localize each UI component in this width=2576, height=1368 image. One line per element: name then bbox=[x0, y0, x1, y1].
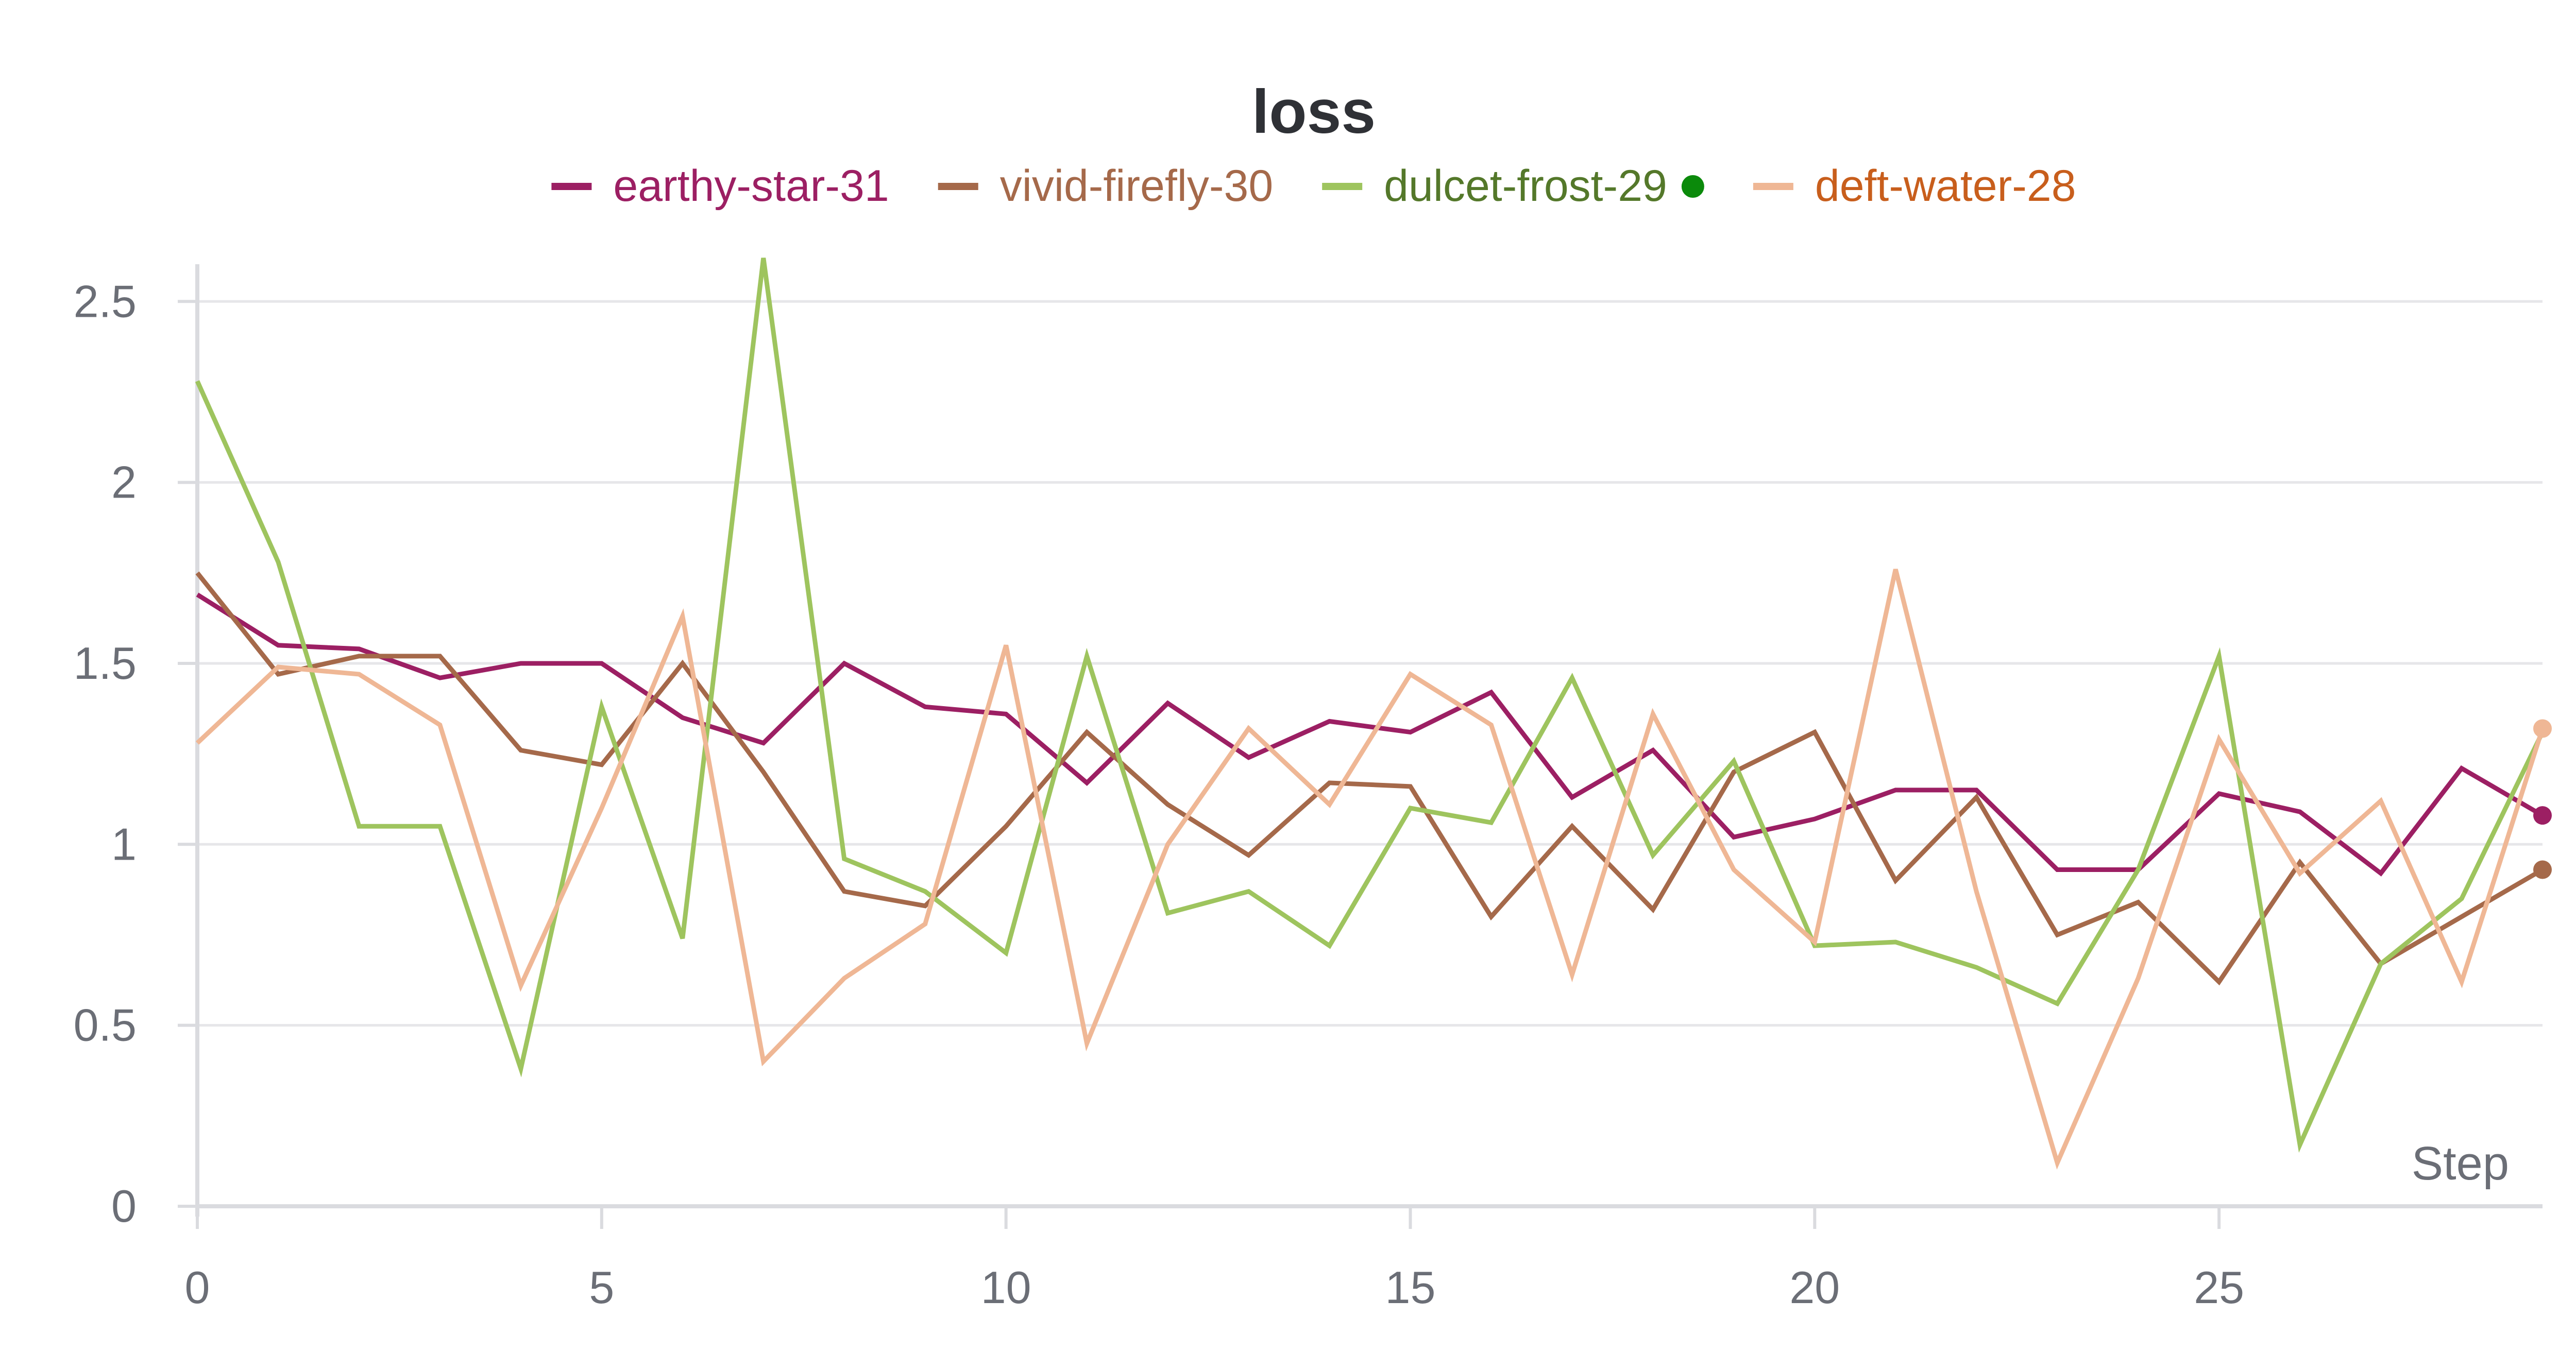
legend-item-earthy-star-31[interactable]: earthy-star-31 bbox=[551, 161, 889, 211]
y-tick-label: 0 bbox=[111, 1181, 137, 1232]
x-tick-label: 20 bbox=[1789, 1262, 1840, 1313]
x-tick-label: 5 bbox=[589, 1262, 614, 1313]
end-markers bbox=[2533, 719, 2552, 879]
legend-status-dot bbox=[1681, 175, 1704, 198]
axes bbox=[195, 264, 2543, 1229]
legend-label: earthy-star-31 bbox=[613, 161, 889, 211]
legend-label: deft-water-28 bbox=[1815, 161, 2076, 211]
legend-label: vivid-firefly-30 bbox=[1000, 161, 1273, 211]
legend-item-dulcet-frost-29[interactable]: dulcet-frost-29 bbox=[1322, 161, 1704, 211]
end-marker-earthy-star-31 bbox=[2533, 806, 2552, 825]
tick-labels: 0 0.5 1 1.5 2 2.5 0 5 10 15 20 25 bbox=[74, 276, 2244, 1313]
end-marker-deft-water-28 bbox=[2533, 719, 2552, 738]
legend-item-vivid-firefly-30[interactable]: vivid-firefly-30 bbox=[938, 161, 1273, 211]
series-line-deft-water-28[interactable] bbox=[195, 569, 2545, 1170]
y-tick-label: 1 bbox=[111, 818, 137, 869]
end-marker-vivid-firefly-30 bbox=[2533, 860, 2552, 879]
y-tick-label: 0.5 bbox=[74, 1000, 137, 1051]
legend-item-deft-water-28[interactable]: deft-water-28 bbox=[1753, 161, 2076, 211]
y-tick-label: 2.5 bbox=[74, 276, 137, 327]
series-lines bbox=[195, 258, 2545, 1170]
legend: earthy-star-31 vivid-firefly-30 dulcet-fro… bbox=[551, 161, 2076, 211]
x-tick-label: 10 bbox=[981, 1262, 1031, 1313]
x-tick-label: 25 bbox=[2194, 1262, 2244, 1313]
x-tick-label: 15 bbox=[1385, 1262, 1436, 1313]
x-tick-label: 0 bbox=[185, 1262, 210, 1313]
y-tick-label: 1.5 bbox=[74, 638, 137, 689]
legend-label: dulcet-frost-29 bbox=[1384, 161, 1667, 211]
grid-lines bbox=[178, 300, 2543, 1208]
chart-title: loss bbox=[1252, 77, 1376, 146]
series-line-dulcet-frost-29[interactable] bbox=[195, 258, 2545, 1153]
y-tick-label: 2 bbox=[111, 457, 137, 508]
x-axis-title: Step bbox=[2412, 1137, 2509, 1190]
series-line-earthy-star-31[interactable] bbox=[196, 592, 2544, 877]
